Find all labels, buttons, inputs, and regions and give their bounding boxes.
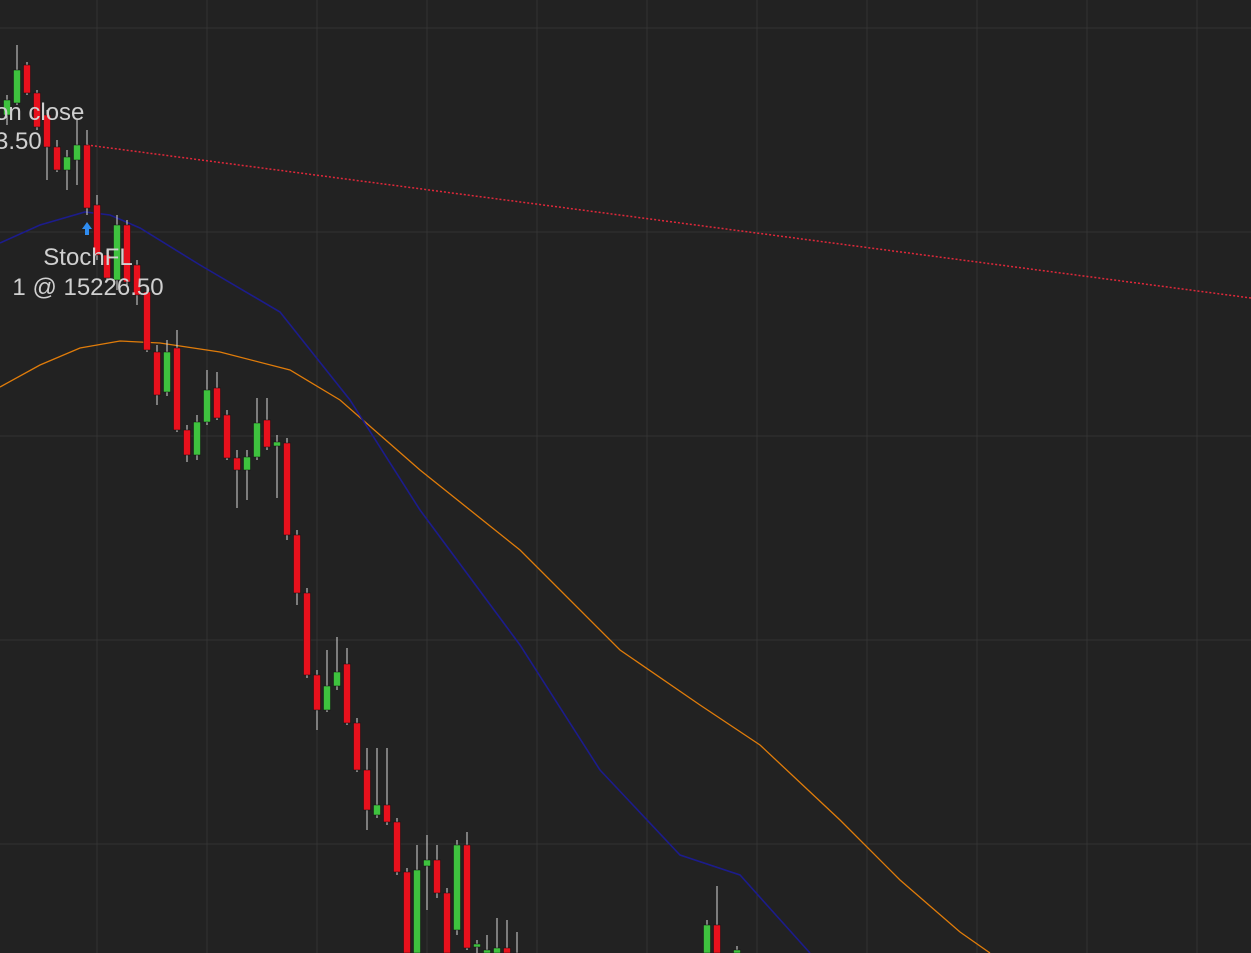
candle-body [263,419,271,448]
exit-price: 3.50 [0,128,42,155]
candle-body [463,844,471,949]
candle-body [113,224,121,281]
candle-body [213,387,221,419]
candle-body [243,456,251,471]
candle-body [103,254,111,279]
candle-body [233,457,241,471]
candle-body [23,64,31,94]
candle-body [703,924,711,953]
candle-body [503,947,511,953]
candle-body [13,69,21,104]
candle-body [383,804,391,823]
buy-arrow [82,222,92,235]
fast-moving-average [0,211,811,953]
candle-body [143,291,151,351]
entry-label: StochFL [43,244,132,271]
candle-body [153,351,161,396]
candle-body [163,351,171,393]
candle-body [423,859,431,867]
candle-body [333,671,341,687]
exit-label: on close [0,99,84,126]
candle-body [483,949,491,953]
candle-body [453,844,461,931]
candle-body [53,146,61,171]
candle-body [173,347,181,431]
candlesticks [3,45,741,953]
candle-body [493,947,501,953]
candle-body [273,441,281,447]
candle-body [203,389,211,423]
candle-body [433,859,441,894]
candle-body [443,892,451,953]
candle-body [223,414,231,459]
candle-body [293,534,301,594]
candle-body [393,821,401,873]
candle-body [473,943,481,948]
candle-body [403,871,411,953]
candle-body [343,663,351,724]
slow-moving-average [0,340,991,953]
candle-body [3,99,11,116]
candle-body [33,92,41,128]
candle-body [363,769,371,811]
candle-body [373,804,381,816]
candle-body [193,421,201,456]
candle-body [713,924,721,953]
entry-fill: 1 @ 15226.50 [12,274,163,301]
candle-body [133,264,141,296]
candle-body [313,674,321,711]
candle-body [303,592,311,676]
candle-body [93,204,101,256]
candle-body [83,144,91,209]
candle-body [323,685,331,711]
candle-body [63,156,71,171]
candle-body [43,114,51,148]
candle-body [733,949,741,953]
candle-body [73,144,81,161]
candle-body [253,422,261,458]
candle-body [413,869,421,953]
candle-body [123,224,131,283]
candle-body [353,722,361,771]
candle-body [283,442,291,536]
candle-body [183,429,191,456]
